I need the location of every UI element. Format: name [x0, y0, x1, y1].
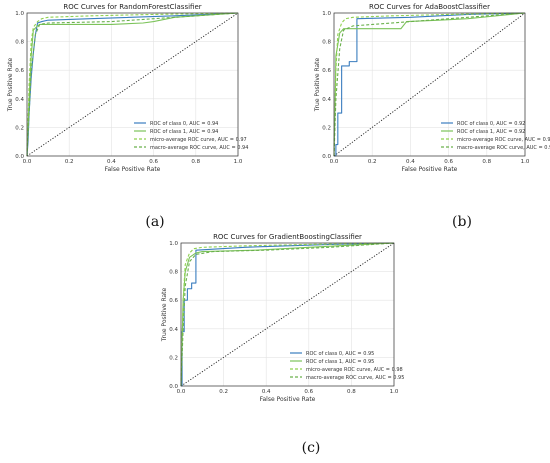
y-tick-label: 1.0 — [169, 241, 178, 247]
legend-entry: macro-average ROC curve, AUC = 0.92 — [457, 145, 550, 151]
y-tick-label: 0.4 — [322, 97, 331, 103]
x-tick-label: 0.6 — [304, 389, 313, 395]
x-tick-label: 0.2 — [219, 389, 228, 395]
chance-diagonal — [180, 242, 395, 387]
x-tick-label: 0.2 — [368, 159, 377, 165]
legend-entry: ROC of class 0, AUC = 0.94 — [150, 121, 218, 127]
roc-series-line-2 — [26, 12, 239, 157]
x-tick-label: 1.0 — [234, 159, 243, 165]
y-tick-label: 0.4 — [15, 97, 24, 103]
y-tick-label: 1.0 — [15, 11, 24, 17]
legend-entry: ROC of class 0, AUC = 0.95 — [306, 351, 374, 357]
roc-series-line-0 — [334, 12, 526, 157]
y-axis-label: True Positive Rate — [314, 57, 321, 112]
chance-diagonal — [333, 12, 526, 157]
x-tick-label: 0.4 — [107, 159, 116, 165]
y-tick-label: 0.0 — [169, 384, 178, 390]
legend-entry: micro-average ROC curve, AUC = 0.97 — [457, 137, 550, 143]
x-tick-label: 1.0 — [390, 389, 399, 395]
plot-frame — [333, 12, 526, 157]
legend-entry: ROC of class 1, AUC = 0.92 — [457, 129, 525, 135]
x-tick-label: 0.6 — [149, 159, 158, 165]
x-axis-label: False Positive Rate — [260, 396, 316, 403]
roc-series-line-3 — [26, 12, 239, 157]
x-tick-label: 0.0 — [330, 159, 339, 165]
x-tick-label: 0.2 — [65, 159, 74, 165]
chart-title: ROC Curves for GradientBoostingClassifie… — [213, 233, 362, 241]
y-tick-label: 0.8 — [322, 40, 331, 46]
y-tick-label: 0.8 — [15, 40, 24, 46]
y-axis-label: True Positive Rate — [161, 287, 168, 342]
x-tick-label: 0.6 — [444, 159, 453, 165]
y-tick-label: 0.2 — [169, 355, 178, 361]
y-tick-label: 0.2 — [322, 125, 331, 131]
legend-entry: ROC of class 1, AUC = 0.95 — [306, 359, 374, 365]
x-tick-label: 0.0 — [177, 389, 186, 395]
legend-entry: macro-average ROC curve, AUC = 0.94 — [150, 145, 248, 151]
y-tick-label: 0.0 — [322, 154, 331, 160]
roc-panel-0: 0.0 0.2 0.4 0.6 0.8 1.0 0.0 0.2 0.4 0.6 0.8 1.0 ROC … — [7, 3, 248, 173]
x-tick-label: 0.8 — [191, 159, 200, 165]
roc-series-line-2 — [333, 12, 526, 157]
legend-entry: macro-average ROC curve, AUC = 0.95 — [306, 375, 404, 381]
caption-b: (b) — [452, 214, 472, 230]
x-tick-label: 0.0 — [23, 159, 32, 165]
x-tick-label: 1.0 — [521, 159, 530, 165]
roc-panel-1: 0.0 0.2 0.4 0.6 0.8 1.0 0.0 0.2 0.4 0.6 0.8 1.0 ROC … — [314, 3, 550, 173]
plot-frame — [180, 242, 395, 387]
plot-frame — [26, 12, 239, 157]
y-tick-label: 0.6 — [15, 68, 24, 74]
x-tick-label: 0.8 — [482, 159, 491, 165]
roc-series-line-1 — [180, 242, 395, 387]
x-axis-label: False Positive Rate — [402, 166, 458, 173]
x-tick-label: 0.4 — [406, 159, 415, 165]
roc-series-line-1 — [26, 12, 239, 157]
y-tick-label: 0.0 — [15, 154, 24, 160]
y-tick-label: 0.6 — [169, 298, 178, 304]
y-tick-label: 0.6 — [322, 68, 331, 74]
caption-a: (a) — [145, 214, 164, 230]
y-tick-label: 1.0 — [322, 11, 331, 17]
caption-c: (c) — [302, 440, 321, 456]
legend-entry: ROC of class 1, AUC = 0.94 — [150, 129, 218, 135]
roc-series-line-3 — [180, 242, 395, 387]
roc-series-line-3 — [333, 12, 526, 157]
legend-entry: micro-average ROC curve, AUC = 0.98 — [306, 367, 403, 373]
y-tick-label: 0.8 — [169, 270, 178, 276]
legend-entry: micro-average ROC curve, AUC = 0.97 — [150, 137, 247, 143]
x-axis-label: False Positive Rate — [105, 166, 161, 173]
roc-panel-2: 0.0 0.2 0.4 0.6 0.8 1.0 0.0 0.2 0.4 0.6 0.8 1.0 ROC … — [161, 233, 404, 403]
chart-title: ROC Curves for AdaBoostClassifier — [369, 3, 490, 11]
y-axis-label: True Positive Rate — [7, 57, 14, 112]
roc-series-line-2 — [180, 242, 395, 387]
x-tick-label: 0.8 — [347, 389, 356, 395]
chance-diagonal — [26, 12, 239, 157]
y-tick-label: 0.2 — [15, 125, 24, 131]
x-tick-label: 0.4 — [262, 389, 271, 395]
legend-entry: ROC of class 0, AUC = 0.92 — [457, 121, 525, 127]
chart-title: ROC Curves for RandomForestClassifier — [63, 3, 201, 11]
y-tick-label: 0.4 — [169, 327, 178, 333]
